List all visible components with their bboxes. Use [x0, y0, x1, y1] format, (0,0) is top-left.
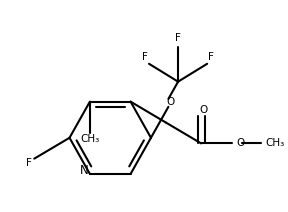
Text: N: N [80, 165, 88, 177]
Text: O: O [199, 105, 207, 115]
Text: F: F [142, 52, 148, 62]
Text: F: F [26, 158, 31, 168]
Text: CH₃: CH₃ [265, 138, 284, 148]
Text: F: F [175, 33, 181, 43]
Text: O: O [166, 97, 175, 107]
Text: F: F [208, 52, 214, 62]
Text: CH₃: CH₃ [80, 134, 99, 144]
Text: O: O [236, 138, 244, 148]
